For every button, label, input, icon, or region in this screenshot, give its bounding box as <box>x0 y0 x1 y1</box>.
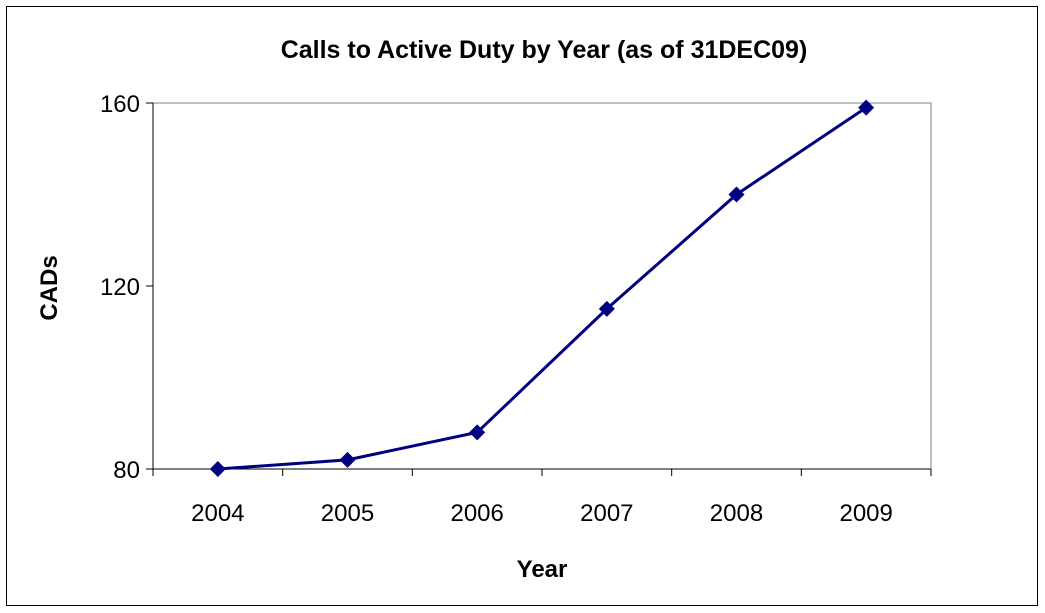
series-group <box>209 99 875 477</box>
data-point <box>209 461 226 477</box>
plot-area <box>152 102 932 470</box>
ticks-group: 80 120 160 2004 2005 2006 2007 2008 2009 <box>100 91 932 527</box>
chart-svg: Calls to Active Duty by Year (as of 31DE… <box>36 36 932 583</box>
chart-title: Calls to Active Duty by Year (as of 31DE… <box>281 36 808 64</box>
x-tick-label: 2004 <box>191 500 244 527</box>
x-tick-label: 2009 <box>839 500 892 527</box>
x-axis-label: Year <box>517 556 568 583</box>
data-point <box>598 300 615 317</box>
x-tick-label: 2006 <box>450 500 503 527</box>
y-tick-label: 160 <box>100 91 140 118</box>
y-tick-label: 80 <box>113 457 140 484</box>
x-tick-label: 2007 <box>580 500 633 527</box>
y-axis-label: CADs <box>36 255 63 320</box>
x-tick-label: 2005 <box>321 500 374 527</box>
chart-frame: Calls to Active Duty by Year (as of 31DE… <box>6 6 1038 606</box>
data-point <box>469 424 486 441</box>
y-tick-label: 120 <box>100 274 140 301</box>
series-line <box>217 106 868 471</box>
data-point <box>858 99 875 116</box>
data-point <box>728 186 745 203</box>
x-tick-label: 2008 <box>710 500 763 527</box>
data-point <box>339 451 356 468</box>
